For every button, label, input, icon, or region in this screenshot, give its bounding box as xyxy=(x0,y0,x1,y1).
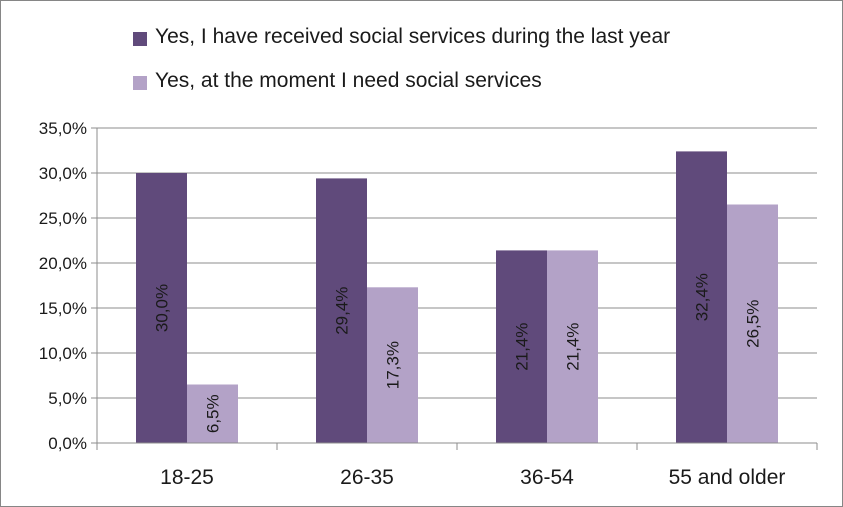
bar-data-label: 21,4% xyxy=(564,323,583,371)
y-tick-label: 35,0% xyxy=(39,119,87,138)
legend-swatch-received xyxy=(133,32,147,46)
x-category-label: 18-25 xyxy=(160,466,214,489)
bar-series-2 xyxy=(727,204,778,443)
y-tick-label: 15,0% xyxy=(39,299,87,318)
bar-series-1 xyxy=(676,151,727,443)
bar-series-1 xyxy=(316,178,367,443)
y-tick-label: 30,0% xyxy=(39,164,87,183)
bar-series-1 xyxy=(136,173,187,443)
bar-data-label: 21,4% xyxy=(513,323,532,371)
bar-data-label: 6,5% xyxy=(204,394,223,433)
y-tick-label: 20,0% xyxy=(39,254,87,273)
bar-data-label: 17,3% xyxy=(384,341,403,389)
bar-data-label: 26,5% xyxy=(744,300,763,348)
bar-data-label: 30,0% xyxy=(153,284,172,332)
x-category-label: 55 and older xyxy=(669,466,786,489)
legend-label-need: Yes, at the moment I need social service… xyxy=(155,69,542,92)
bar-series-1 xyxy=(496,250,547,443)
legend-label-received: Yes, I have received social services dur… xyxy=(155,25,671,48)
bar-data-label: 29,4% xyxy=(333,287,352,335)
bar-data-label: 32,4% xyxy=(693,273,712,321)
x-category-label: 26-35 xyxy=(340,466,394,489)
y-tick-label: 10,0% xyxy=(39,344,87,363)
x-category-label: 36-54 xyxy=(520,466,574,489)
bar-series-2 xyxy=(187,384,238,443)
bar-series-2 xyxy=(547,250,598,443)
legend-swatch-need xyxy=(133,76,147,90)
y-tick-label: 5,0% xyxy=(48,389,87,408)
y-tick-label: 0,0% xyxy=(48,434,87,453)
y-tick-label: 25,0% xyxy=(39,209,87,228)
bar-series-2 xyxy=(367,287,418,443)
